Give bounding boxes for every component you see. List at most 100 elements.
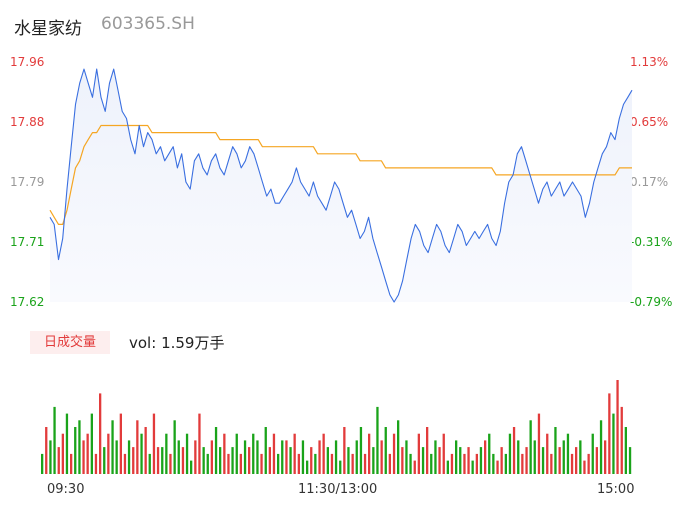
volume-bar — [479, 447, 483, 474]
volume-bar — [525, 447, 528, 474]
pct-tick-1: 1.13% — [630, 55, 669, 69]
volume-bar — [206, 453, 209, 474]
volume-badge[interactable]: 日成交量 — [30, 331, 110, 354]
volume-bar — [49, 440, 52, 474]
volume-bar — [450, 453, 454, 474]
price-tick-4: 17.71 — [10, 235, 45, 249]
volume-bar — [260, 453, 263, 474]
volume-bar — [227, 453, 230, 474]
volume-bar — [368, 433, 371, 474]
volume-bar — [148, 453, 151, 474]
volume-bar — [575, 447, 578, 474]
volume-bar — [541, 447, 545, 474]
volume-bar — [243, 440, 247, 474]
volume-bar — [181, 447, 185, 474]
volume-bar — [252, 433, 255, 474]
volume-bar — [90, 413, 93, 474]
volume-bar — [111, 420, 114, 474]
volume-bar — [235, 433, 238, 474]
x-tick-close: 15:00 — [597, 482, 635, 497]
volume-bar — [455, 440, 458, 474]
volume-bar — [583, 460, 586, 474]
volume-bar — [57, 447, 60, 474]
volume-bar — [264, 427, 267, 474]
volume-bar — [359, 427, 363, 474]
volume-bar — [550, 453, 553, 474]
volume-bar — [334, 440, 338, 474]
volume-bar — [446, 460, 449, 474]
volume-bar — [281, 440, 284, 474]
volume-bar — [219, 447, 222, 474]
volume-bar — [595, 447, 598, 474]
volume-bar — [599, 420, 603, 474]
volume-label: vol: — [129, 334, 157, 352]
volume-bar — [347, 447, 350, 474]
volume-bar — [86, 433, 89, 474]
volume-bar — [562, 440, 565, 474]
volume-bar — [392, 433, 396, 474]
volume-bar — [529, 420, 532, 474]
volume-bar — [70, 453, 73, 474]
volume-bar — [177, 440, 180, 474]
volume-bar — [351, 453, 354, 474]
volume-bar — [438, 447, 441, 474]
volume-bar — [74, 427, 77, 474]
volume-bar — [397, 420, 400, 474]
volume-bar — [384, 427, 387, 474]
volume-bar — [132, 447, 135, 474]
volume-bar — [484, 440, 487, 474]
volume-bar — [628, 447, 632, 474]
volume-bar — [306, 460, 309, 474]
volume-bar — [500, 447, 503, 474]
volume-bar — [401, 447, 404, 474]
volume-bar — [326, 447, 329, 474]
volume-bar — [198, 413, 201, 474]
volume-bar — [310, 447, 313, 474]
volume-bar — [78, 420, 81, 474]
volume-bars — [41, 380, 632, 474]
volume-bar — [239, 453, 242, 474]
volume-bar — [82, 440, 85, 474]
volume-bar — [620, 406, 623, 474]
volume-bar — [190, 460, 193, 474]
volume-bar — [608, 393, 611, 474]
volume-bar — [256, 440, 259, 474]
pct-tick-4: -0.31% — [630, 235, 673, 249]
volume-bar — [471, 460, 474, 474]
volume-bar — [293, 433, 296, 474]
volume-bar — [587, 453, 590, 474]
volume-bar — [272, 433, 276, 474]
pct-tick-5: -0.79% — [630, 295, 673, 309]
volume-bar — [61, 433, 64, 474]
price-area-fill — [50, 69, 632, 302]
volume-bar — [533, 440, 536, 474]
volume-bar — [115, 440, 118, 474]
volume-bar — [409, 453, 412, 474]
volume-bar — [161, 447, 164, 474]
volume-bar — [53, 406, 56, 474]
volume-bar — [136, 420, 139, 474]
volume-bar — [45, 427, 48, 474]
volume-bar — [434, 440, 437, 474]
volume-bar — [223, 433, 226, 474]
volume-bar — [173, 420, 176, 474]
volume-bar — [99, 393, 102, 474]
volume-bar — [202, 447, 205, 474]
volume-bar — [492, 453, 495, 474]
volume-bar — [537, 413, 541, 474]
volume-bar — [152, 413, 156, 474]
volume-bar — [185, 433, 189, 474]
volume-bar — [459, 447, 462, 474]
volume-bar — [248, 447, 251, 474]
stock-code: 603365.SH — [101, 14, 195, 34]
volume-bar — [546, 433, 549, 474]
volume-bar — [301, 440, 305, 474]
volume-bar — [156, 447, 160, 474]
price-tick-2: 17.88 — [10, 115, 45, 129]
volume-bar — [107, 433, 110, 474]
stock-name: 水星家纺 — [14, 19, 82, 39]
volume-readout: vol: 1.59万手 — [129, 332, 224, 353]
volume-bar — [169, 453, 172, 474]
volume-bar — [570, 453, 574, 474]
volume-bar — [517, 440, 520, 474]
